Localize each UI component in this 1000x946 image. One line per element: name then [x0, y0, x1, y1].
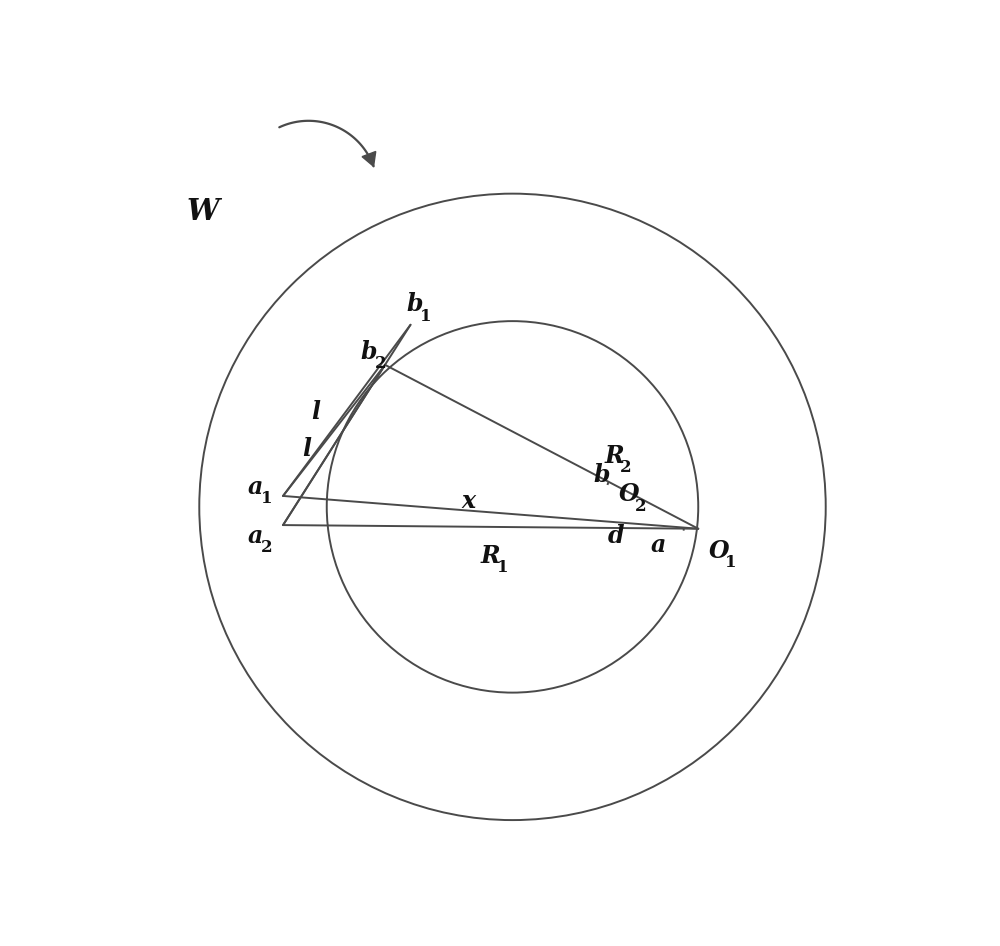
Text: O: O	[708, 538, 729, 563]
Text: b: b	[361, 340, 377, 363]
Text: b: b	[593, 463, 610, 486]
Text: 2: 2	[635, 498, 647, 515]
Text: 1: 1	[261, 490, 273, 507]
Text: b: b	[406, 292, 422, 316]
Text: 1: 1	[725, 553, 736, 570]
Text: R: R	[481, 544, 500, 568]
Text: l: l	[302, 437, 311, 461]
Text: l: l	[311, 400, 320, 424]
Text: a: a	[651, 533, 666, 557]
Text: 1: 1	[497, 559, 508, 576]
Text: 2: 2	[620, 459, 632, 476]
Text: 2: 2	[261, 539, 273, 556]
Text: W: W	[187, 198, 219, 226]
Text: a: a	[248, 475, 263, 499]
Text: d: d	[608, 524, 624, 548]
Polygon shape	[362, 151, 376, 166]
Text: x: x	[462, 489, 476, 513]
Text: a: a	[248, 524, 263, 548]
Text: 2: 2	[375, 355, 386, 372]
Text: 1: 1	[420, 307, 432, 324]
Text: O: O	[619, 482, 639, 506]
Text: R: R	[605, 444, 624, 468]
